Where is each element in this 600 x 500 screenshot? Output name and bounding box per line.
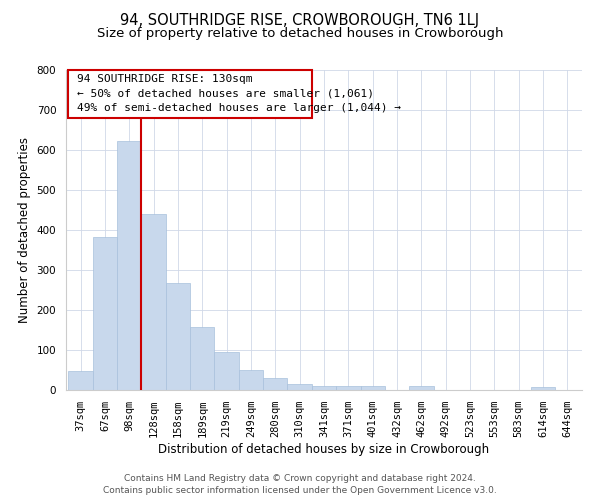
Bar [190,327,214,390]
Bar [142,214,166,390]
Bar [287,384,312,390]
Text: 94 SOUTHRIDGE RISE: 130sqm
← 50% of detached houses are smaller (1,061)
49% of s: 94 SOUTHRIDGE RISE: 130sqm ← 50% of deta… [77,74,401,113]
Text: Contains HM Land Registry data © Crown copyright and database right 2024.
Contai: Contains HM Land Registry data © Crown c… [103,474,497,495]
Text: 94, SOUTHRIDGE RISE, CROWBOROUGH, TN6 1LJ: 94, SOUTHRIDGE RISE, CROWBOROUGH, TN6 1L… [121,12,479,28]
Bar [117,141,142,390]
Text: Size of property relative to detached houses in Crowborough: Size of property relative to detached ho… [97,28,503,40]
Bar [409,386,434,390]
X-axis label: Distribution of detached houses by size in Crowborough: Distribution of detached houses by size … [158,443,490,456]
Y-axis label: Number of detached properties: Number of detached properties [18,137,31,323]
Bar [68,371,93,390]
Bar [214,352,239,390]
Bar [93,237,117,390]
Bar [336,386,361,390]
Bar [166,283,190,390]
Bar [312,386,336,390]
Bar [531,387,555,390]
Bar [239,370,263,390]
Bar [263,378,287,390]
Bar [361,386,385,390]
